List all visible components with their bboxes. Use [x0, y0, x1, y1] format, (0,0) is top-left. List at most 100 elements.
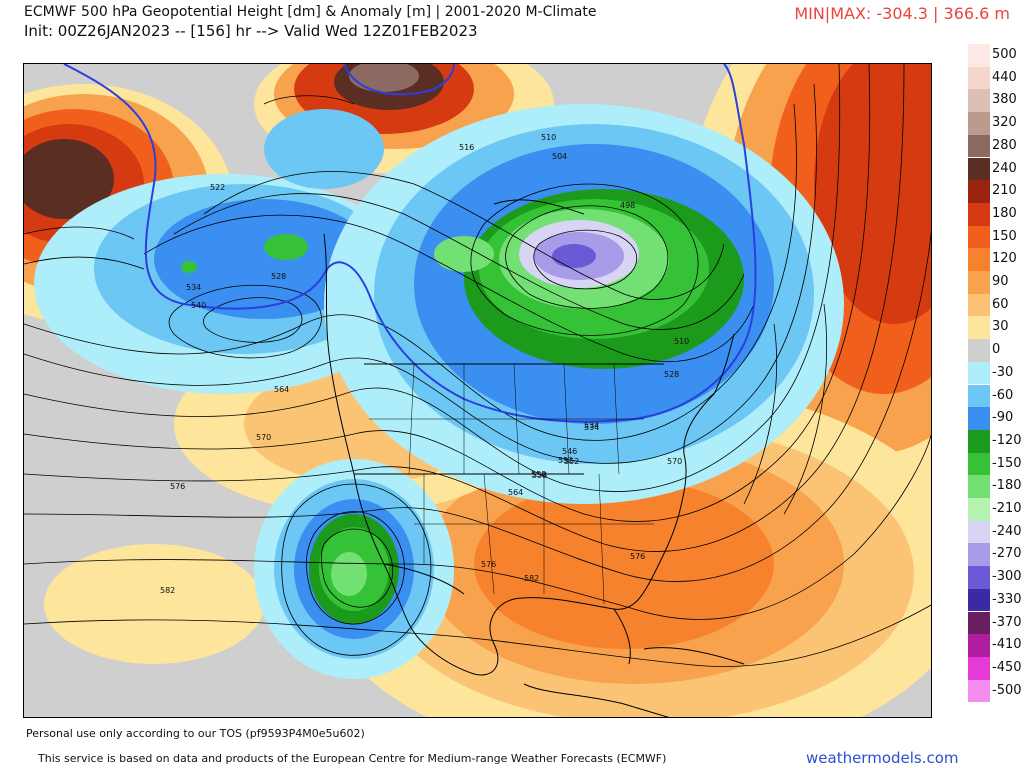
legend-label: -410	[992, 637, 1022, 653]
anomaly-map: 528 522 534 540 516 510 504 498 510 528 …	[23, 63, 932, 718]
legend-swatch	[968, 293, 990, 317]
contour-label: 552	[564, 457, 579, 466]
legend-swatch	[968, 520, 990, 544]
contour-label: 576	[630, 552, 645, 561]
legend-entry: 90	[968, 271, 1020, 294]
legend-swatch	[968, 248, 990, 271]
anomaly-legend: 500 440 380 320 280 240 210 180 150 120 90 60 30 0 -30…	[968, 44, 1022, 724]
legend-entry: 150	[968, 225, 1020, 249]
legend-label: 150	[992, 228, 1017, 244]
legend-label: 210	[992, 183, 1017, 199]
legend-swatch	[968, 316, 990, 340]
legend-label: 90	[992, 274, 1009, 289]
legend-label: -30	[992, 364, 1014, 380]
brand-link[interactable]: weathermodels.com	[806, 749, 959, 767]
contour-label: 528	[271, 272, 286, 281]
legend-swatch	[968, 361, 990, 385]
legend-label: -90	[992, 410, 1014, 426]
contour-label: 570	[256, 433, 271, 442]
cold-bering	[264, 109, 384, 189]
contour-label: 540	[191, 301, 206, 310]
legend-swatch	[968, 180, 990, 203]
legend-label: -500	[992, 682, 1022, 698]
legend-entry: -30	[968, 361, 1020, 385]
legend-entry: -240	[968, 520, 1022, 544]
legend-entry: -330	[968, 588, 1022, 612]
legend-entry: -500	[968, 679, 1022, 703]
legend-entry: -120	[968, 429, 1022, 453]
legend-swatch	[968, 566, 990, 589]
legend-entry: -450	[968, 656, 1022, 680]
legend-label: 240	[992, 160, 1017, 176]
legend-entry: 0	[968, 339, 1020, 362]
contour-label: 570	[667, 457, 682, 466]
legend-entry: 380	[968, 89, 1020, 113]
legend-entry: -210	[968, 498, 1022, 521]
legend-swatch	[968, 634, 990, 657]
legend-label: -240	[992, 523, 1022, 539]
contour-label: 498	[620, 201, 635, 210]
legend-entry: 30	[968, 316, 1020, 340]
legend-entry: -270	[968, 543, 1022, 567]
legend-swatch	[968, 429, 990, 453]
legend-entry: 240	[968, 157, 1020, 181]
legend-entry: 60	[968, 293, 1020, 317]
contour-label: 510	[674, 337, 689, 346]
legend-label: 0	[992, 342, 1001, 358]
legend-entry: -90	[968, 407, 1020, 430]
540-dm-contour	[63, 64, 757, 423]
legend-label: -60	[992, 387, 1014, 403]
legend-swatch	[968, 112, 990, 135]
legend-swatch	[968, 66, 990, 90]
min-max-readout: MIN|MAX: -304.3 | 366.6 m	[794, 4, 1010, 23]
contour-label: 576	[170, 482, 185, 491]
contour-label: 516	[459, 143, 474, 152]
contour-label: 534	[584, 423, 599, 432]
legend-label: 60	[992, 296, 1009, 312]
contour-label: 552	[558, 456, 573, 465]
legend-swatch	[968, 225, 990, 249]
legend-entry: 180	[968, 202, 1020, 226]
height-contours	[24, 64, 931, 667]
contour-label: 558	[532, 471, 547, 480]
legend-label: 500	[992, 47, 1017, 62]
legend-label: 280	[992, 137, 1017, 153]
legend-swatch	[968, 202, 990, 226]
trough-north-pacific	[34, 174, 414, 394]
legend-entry: -410	[968, 634, 1022, 657]
legend-entry: 500	[968, 44, 1020, 67]
legend-label: 120	[992, 251, 1017, 267]
legend-label: 180	[992, 205, 1017, 221]
legend-swatch	[968, 44, 990, 67]
legend-entry: -150	[968, 452, 1022, 476]
legend-swatch	[968, 543, 990, 567]
legend-swatch	[968, 656, 990, 680]
legend-swatch	[968, 157, 990, 181]
legend-swatch	[968, 407, 990, 430]
legend-entry: 280	[968, 134, 1020, 158]
legend-label: 440	[992, 69, 1017, 85]
legend-entry: 440	[968, 66, 1020, 90]
trough-hudson-bay	[324, 104, 844, 504]
legend-label: -330	[992, 591, 1022, 607]
legend-entry: -370	[968, 611, 1022, 635]
contour-label-group: 528 522 534 540 516 510 504 498 510 528 …	[160, 133, 689, 595]
legend-label: -450	[992, 659, 1022, 675]
contour-label: 564	[508, 488, 523, 497]
legend-entry: -60	[968, 384, 1020, 408]
warm-subtropical-west	[44, 544, 264, 664]
legend-entry: 320	[968, 112, 1020, 135]
contour-label: 528	[664, 370, 679, 379]
legend-swatch	[968, 384, 990, 408]
state-borders	[369, 363, 654, 605]
legend-label: -300	[992, 569, 1022, 585]
legend-label: 30	[992, 319, 1009, 335]
legend-entry: 210	[968, 180, 1020, 203]
contour-label: 564	[274, 385, 289, 394]
chart-title: ECMWF 500 hPa Geopotential Height [dm] &…	[24, 4, 597, 20]
legend-label: -370	[992, 614, 1022, 630]
tos-notice: Personal use only according to our TOS (…	[26, 727, 365, 740]
legend-swatch	[968, 475, 990, 498]
legend-label: -150	[992, 455, 1022, 471]
contour-label: 504	[552, 152, 567, 161]
